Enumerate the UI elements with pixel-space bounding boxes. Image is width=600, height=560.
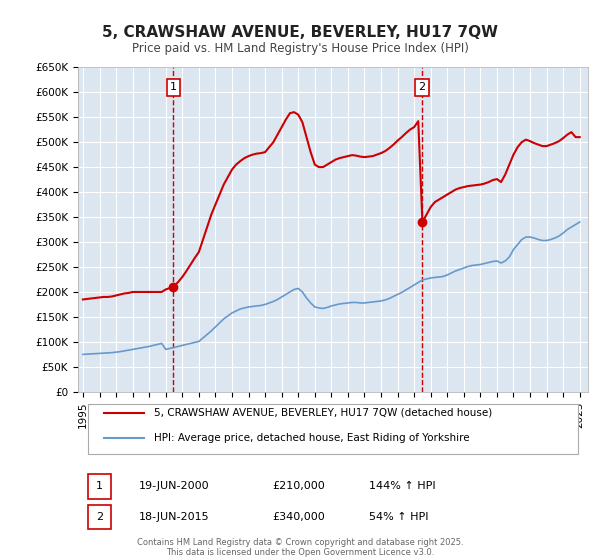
Text: 1: 1 (170, 82, 177, 92)
FancyBboxPatch shape (88, 505, 111, 529)
Text: 2: 2 (96, 512, 103, 522)
Text: 19-JUN-2000: 19-JUN-2000 (139, 482, 210, 492)
Text: 5, CRAWSHAW AVENUE, BEVERLEY, HU17 7QW: 5, CRAWSHAW AVENUE, BEVERLEY, HU17 7QW (102, 25, 498, 40)
FancyBboxPatch shape (88, 474, 111, 498)
Text: 144% ↑ HPI: 144% ↑ HPI (368, 482, 436, 492)
Text: 2: 2 (418, 82, 425, 92)
Text: Contains HM Land Registry data © Crown copyright and database right 2025.
This d: Contains HM Land Registry data © Crown c… (137, 538, 463, 557)
Text: Price paid vs. HM Land Registry's House Price Index (HPI): Price paid vs. HM Land Registry's House … (131, 42, 469, 55)
Text: 1: 1 (96, 482, 103, 492)
Text: 18-JUN-2015: 18-JUN-2015 (139, 512, 210, 522)
Text: HPI: Average price, detached house, East Riding of Yorkshire: HPI: Average price, detached house, East… (155, 433, 470, 443)
FancyBboxPatch shape (88, 404, 578, 455)
Text: 5, CRAWSHAW AVENUE, BEVERLEY, HU17 7QW (detached house): 5, CRAWSHAW AVENUE, BEVERLEY, HU17 7QW (… (155, 408, 493, 418)
Text: 54% ↑ HPI: 54% ↑ HPI (368, 512, 428, 522)
Text: £210,000: £210,000 (272, 482, 325, 492)
Text: £340,000: £340,000 (272, 512, 325, 522)
